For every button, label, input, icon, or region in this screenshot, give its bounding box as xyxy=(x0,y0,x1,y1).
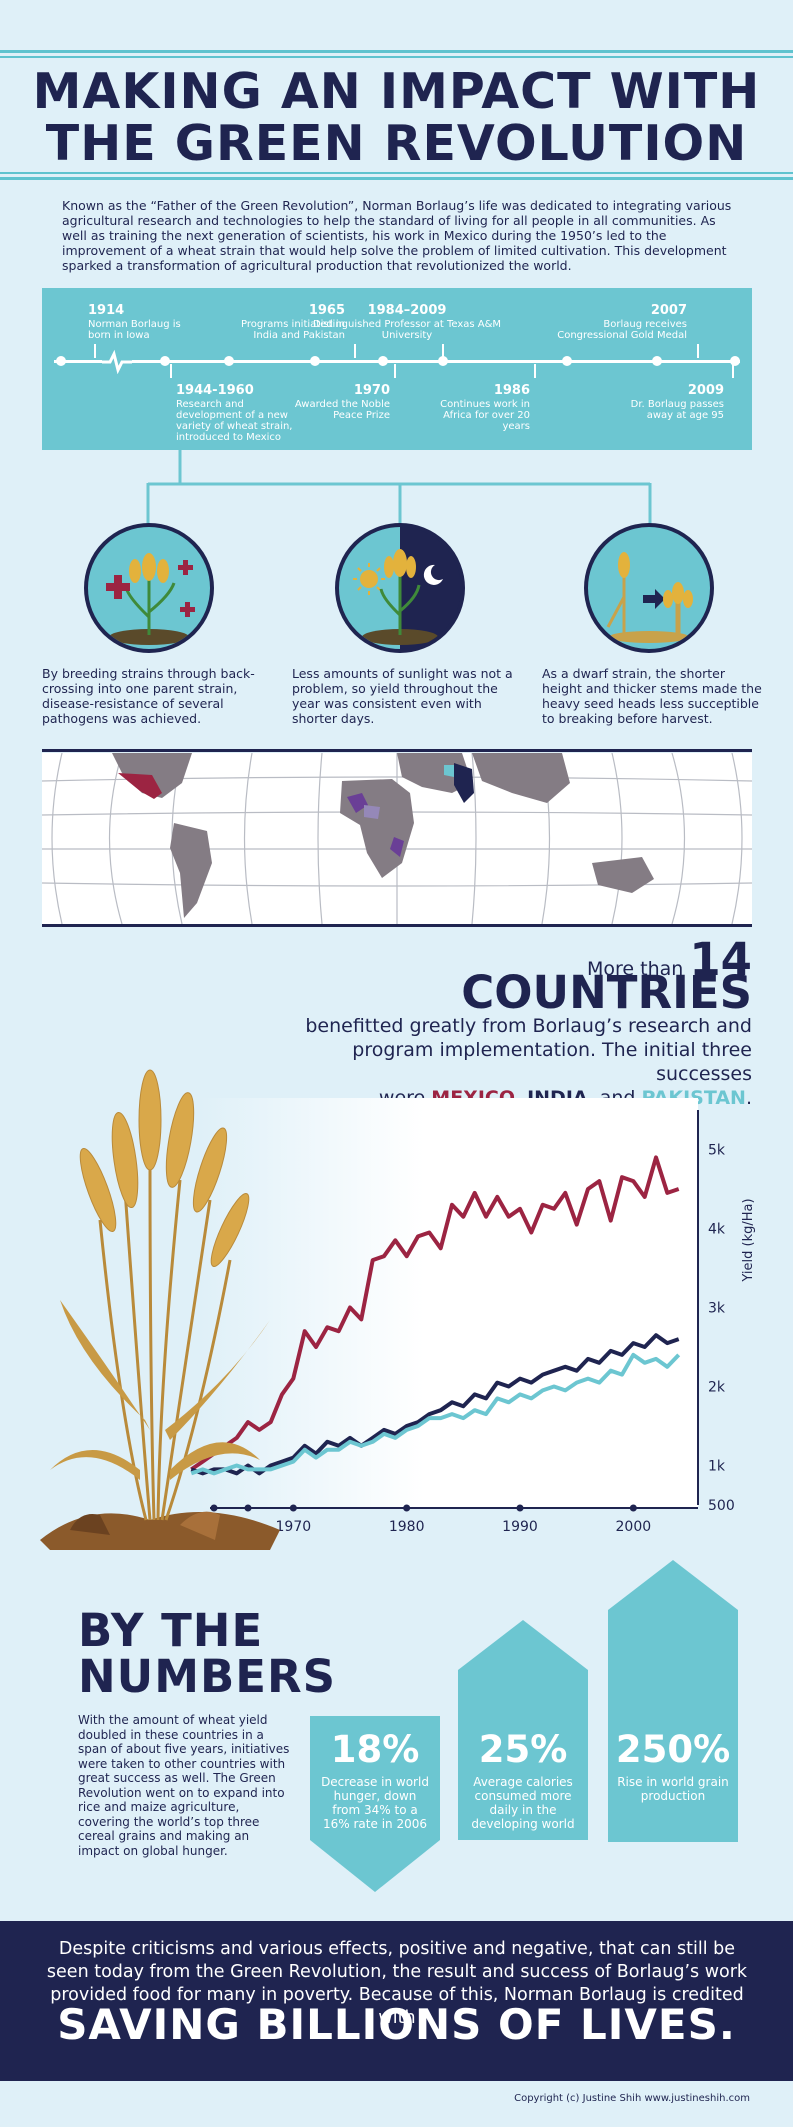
title-line-1: MAKING AN IMPACT WITH xyxy=(32,63,761,120)
disease-resistant-wheat-icon xyxy=(84,523,214,653)
timeline-year: 1965 xyxy=(308,303,345,318)
y-tick-label: 3k xyxy=(708,1301,726,1317)
stat-value: 18% xyxy=(330,1728,420,1771)
x-tick-dot xyxy=(629,1504,637,1512)
timeline-year: 1914 xyxy=(88,303,125,318)
dwarf-wheat-icon xyxy=(584,523,714,653)
timeline-event: Norman Borlaug is born in Iowa xyxy=(88,319,181,341)
header-rule-bottom xyxy=(0,172,793,174)
timeline-event: Borlaug receives Congressional Gold Meda… xyxy=(557,319,687,341)
header-rule-top2 xyxy=(0,56,793,58)
stat-shapes xyxy=(310,1560,738,1892)
countries-period: . xyxy=(745,1087,752,1109)
header-rule-top xyxy=(0,50,793,53)
timeline-year: 1986 xyxy=(493,383,530,398)
x-tick-label: 1990 xyxy=(502,1519,538,1535)
timeline-tick xyxy=(697,344,699,358)
series-line-0 xyxy=(190,1155,680,1472)
timeline-tick xyxy=(732,364,734,378)
x-tick-label: 1980 xyxy=(389,1519,425,1535)
map-rule-top xyxy=(42,749,752,752)
numbers-paragraph: With the amount of wheat yield doubled i… xyxy=(78,1713,290,1858)
footer-text: Despite criticisms and various effects, … xyxy=(46,1939,748,2028)
timeline-connectors xyxy=(146,450,652,528)
x-tick-dot xyxy=(403,1504,411,1512)
x-tick-label: 1970 xyxy=(276,1519,312,1535)
timeline-event: Research and development of a new variet… xyxy=(176,399,293,443)
x-tick-dot xyxy=(289,1504,297,1512)
timeline-tick xyxy=(394,364,396,378)
countries-prefix: More than xyxy=(587,958,684,980)
timeline-dot xyxy=(378,356,388,366)
timeline-tick xyxy=(94,344,96,358)
timeline-year: 2007 xyxy=(650,303,687,318)
x-tick-dot xyxy=(244,1504,252,1512)
timeline-event: Awarded the Noble Peace Prize xyxy=(294,399,390,421)
x-tick-label: 2000 xyxy=(616,1519,652,1535)
timeline-year: 1984–2009 xyxy=(367,303,447,318)
benefit-caption: As a dwarf strain, the shorter height an… xyxy=(542,666,762,726)
timeline-dot xyxy=(310,356,320,366)
timeline-year: 1970 xyxy=(353,383,390,398)
timeline-event: Programs initiated in India and Pakistan xyxy=(240,319,345,341)
countries-line-2: benefitted greatly from Borlaug’s resear… xyxy=(305,1015,752,1037)
numbers-heading-line-1: BY THE xyxy=(78,1604,264,1657)
day-night-wheat-icon xyxy=(335,523,465,653)
numbers-heading: BY THE NUMBERS xyxy=(78,1608,336,1700)
benefit-caption: Less amounts of sunlight was not a probl… xyxy=(292,666,513,726)
timeline-event: Dr. Borlaug passes away at age 95 xyxy=(630,399,724,421)
x-tick-dot xyxy=(516,1504,524,1512)
timeline-dot xyxy=(224,356,234,366)
footer-headline: SAVING BILLIONS OF LIVES. xyxy=(57,2000,736,2049)
world-map xyxy=(42,753,752,924)
countries-line-3: program implementation. The initial thre… xyxy=(352,1039,752,1085)
benefit-caption: By breeding strains through back-crossin… xyxy=(42,666,255,726)
countries-callout: More than 14 COUNTRIES benefitted greatl… xyxy=(292,937,752,1110)
timeline: 1914 Norman Borlaug is born in Iowa 1965… xyxy=(42,288,752,450)
x-tick-dot xyxy=(210,1504,218,1512)
intro-paragraph: Known as the “Father of the Green Revolu… xyxy=(62,198,732,273)
timeline-dot xyxy=(562,356,572,366)
countries-number: 14 COUNTRIES xyxy=(461,933,752,1019)
map-rule-bottom xyxy=(42,924,752,927)
yield-chart: 1970 1980 1990 2000 500 1k 2k 3k 4k 5k Yield (kg/H… xyxy=(190,1110,756,1535)
y-tick-label: 2k xyxy=(708,1380,726,1396)
stat-label: Decrease in world hunger, down from 34% … xyxy=(321,1775,429,1831)
footer-banner xyxy=(0,1921,793,2081)
timeline-break-icon xyxy=(102,349,132,374)
copyright: Copyright (c) Justine Shih www.justinesh… xyxy=(514,2093,750,2104)
timeline-dot xyxy=(652,356,662,366)
timeline-dot xyxy=(56,356,66,366)
timeline-dot xyxy=(438,356,448,366)
timeline-axis xyxy=(54,360,740,363)
series-line-2 xyxy=(190,1352,681,1476)
y-tick-label: 5k xyxy=(708,1143,726,1159)
timeline-year: 2009 xyxy=(687,383,724,398)
title-line-2: THE GREEN REVOLUTION xyxy=(45,115,748,172)
chart-background xyxy=(200,1098,698,1508)
countries-headline-row: More than 14 COUNTRIES xyxy=(292,937,752,1015)
timeline-tick xyxy=(534,364,536,378)
numbers-heading-line-2: NUMBERS xyxy=(78,1650,337,1703)
stat-label: Rise in world grain production xyxy=(617,1775,729,1803)
stat-label: Average calories consumed more daily in … xyxy=(471,1775,575,1831)
wheat-illustration xyxy=(40,1069,280,1550)
y-tick-label: 4k xyxy=(708,1222,726,1238)
timeline-event: Continues work in Africa for over 20 yea… xyxy=(440,399,530,432)
timeline-year: 1944-1960 xyxy=(176,383,254,398)
timeline-tick xyxy=(170,364,172,378)
page-title: MAKING AN IMPACT WITH THE GREEN REVOLUTI… xyxy=(0,66,793,170)
timeline-event: Distinguished Professor at Texas A&M Uni… xyxy=(312,319,502,341)
timeline-dot xyxy=(160,356,170,366)
timeline-tick xyxy=(442,344,444,358)
y-axis-label: Yield (kg/Ha) xyxy=(741,1198,756,1282)
y-tick-label: 1k xyxy=(708,1459,726,1475)
timeline-tick xyxy=(354,344,356,358)
stat-value: 25% xyxy=(478,1728,568,1771)
series-line-1 xyxy=(190,1333,680,1476)
stat-value: 250% xyxy=(615,1728,731,1771)
y-tick-label: 500 xyxy=(708,1498,735,1514)
timeline-dot xyxy=(730,356,740,366)
header-rule-bottom2 xyxy=(0,177,793,180)
